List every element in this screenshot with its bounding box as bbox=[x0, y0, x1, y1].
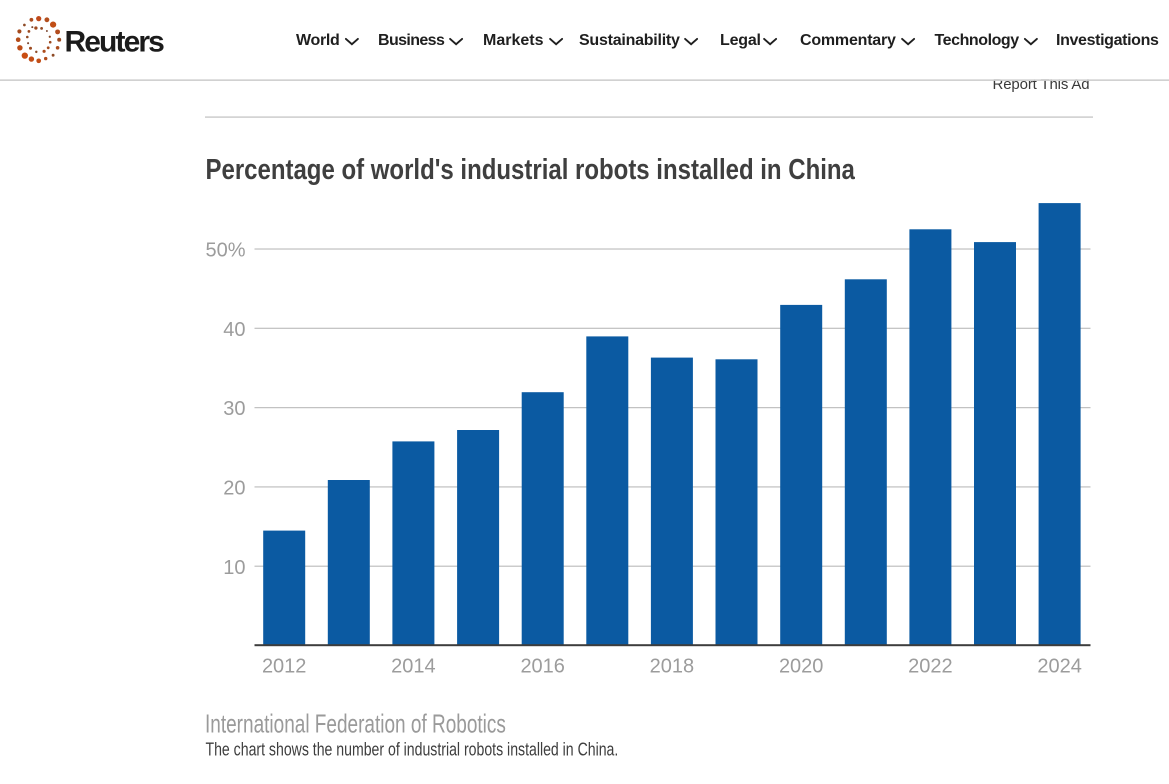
svg-text:20: 20 bbox=[223, 478, 245, 500]
svg-text:2012: 2012 bbox=[262, 655, 307, 677]
svg-text:Markets: Markets bbox=[483, 32, 544, 49]
svg-text:Legal: Legal bbox=[720, 32, 761, 49]
svg-text:Sustainability: Sustainability bbox=[579, 32, 680, 49]
svg-text:50%: 50% bbox=[205, 240, 245, 262]
svg-text:Percentage of world's industri: Percentage of world's industrial robots … bbox=[206, 153, 856, 185]
svg-text:The chart shows the number of: The chart shows the number of industrial… bbox=[206, 740, 619, 760]
svg-text:International Federation of Ro: International Federation of Robotics bbox=[205, 710, 506, 738]
svg-text:World: World bbox=[296, 32, 339, 49]
svg-text:Technology: Technology bbox=[935, 32, 1020, 49]
svg-text:2022: 2022 bbox=[908, 655, 953, 677]
svg-text:Investigations: Investigations bbox=[1056, 32, 1159, 49]
svg-text:2024: 2024 bbox=[1037, 655, 1082, 677]
svg-text:Business: Business bbox=[378, 32, 445, 49]
svg-text:2014: 2014 bbox=[391, 655, 436, 677]
svg-text:Reuters: Reuters bbox=[65, 26, 165, 59]
svg-text:2016: 2016 bbox=[520, 655, 565, 677]
svg-text:30: 30 bbox=[223, 398, 245, 420]
svg-text:2018: 2018 bbox=[650, 655, 695, 677]
svg-text:40: 40 bbox=[223, 319, 245, 341]
svg-text:10: 10 bbox=[223, 557, 245, 579]
svg-text:2020: 2020 bbox=[779, 655, 824, 677]
svg-text:Commentary: Commentary bbox=[800, 32, 896, 49]
